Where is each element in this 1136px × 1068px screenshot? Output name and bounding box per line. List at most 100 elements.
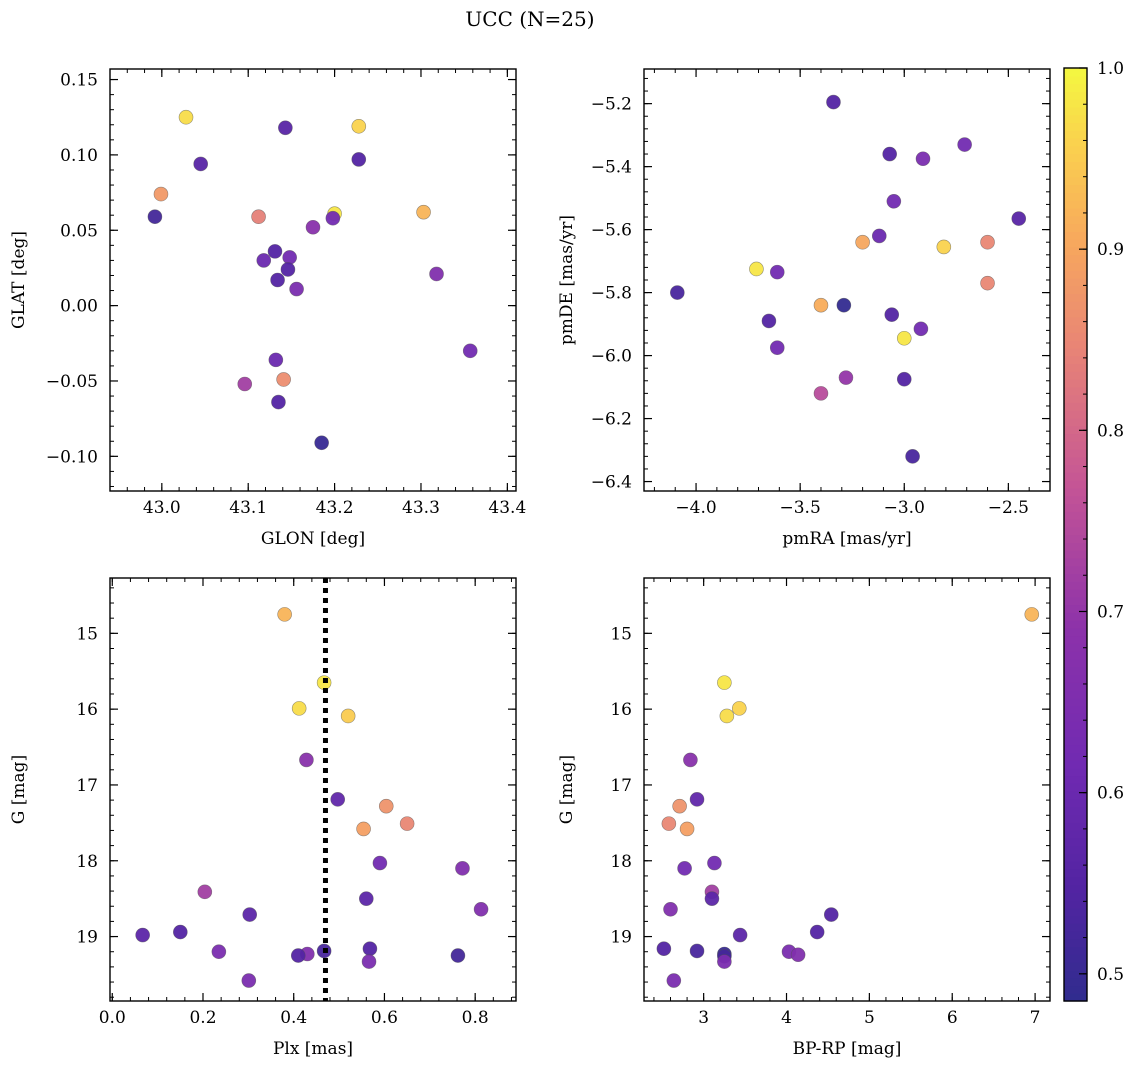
y-tick-label: −5.6 [591, 221, 632, 241]
colorbar-slice [1064, 371, 1087, 380]
colorbar-slice [1064, 853, 1087, 862]
data-point [299, 752, 314, 768]
data-point [314, 435, 329, 451]
colorbar-slice [1064, 969, 1087, 979]
data-point [731, 701, 747, 716]
colorbar-slice [1064, 736, 1087, 746]
colorbar-slice [1064, 861, 1087, 870]
y-tick-label: −5.8 [591, 284, 632, 304]
data-point [282, 250, 297, 265]
colorbar-slice [1064, 277, 1087, 287]
colorbar-slice [1064, 767, 1087, 777]
data-point [197, 884, 213, 900]
colorbar-slice [1064, 868, 1087, 878]
data-point [836, 297, 852, 313]
colorbar-slice [1064, 627, 1087, 637]
colorbar-slice [1064, 612, 1087, 621]
y-tick-label: 18 [76, 852, 98, 872]
colorbar-slice [1064, 674, 1087, 683]
x-axis-label: Plx [mas] [273, 1039, 353, 1059]
data-point [980, 234, 995, 250]
colorbar-slice [1064, 876, 1087, 885]
data-point [361, 954, 377, 969]
colorbar-slice [1064, 620, 1087, 629]
colorbar-slice [1064, 526, 1087, 536]
x-tick-label: 5 [864, 1008, 875, 1028]
colorbar-slice [1064, 99, 1087, 108]
colorbar-slice [1064, 728, 1087, 738]
x-axis-label: pmRA [mas/yr] [782, 529, 911, 549]
data-point [271, 394, 286, 410]
data-point [871, 228, 887, 244]
data-point [980, 275, 995, 291]
colorbar-slice [1064, 394, 1087, 403]
colorbar-slice [1064, 192, 1087, 201]
axes-frame [109, 68, 517, 492]
data-point [915, 151, 931, 167]
x-tick-label: 7 [1030, 1008, 1041, 1028]
colorbar-tick-label: 0.5 [1097, 965, 1124, 985]
colorbar-slice [1064, 363, 1087, 372]
data-point [356, 821, 371, 837]
colorbar-slice [1064, 487, 1087, 497]
y-axis-label: G [mag] [9, 755, 29, 824]
colorbar-slice [1064, 410, 1087, 419]
data-point [719, 708, 735, 724]
y-tick-label: 18 [610, 852, 632, 872]
colorbar-slice [1064, 379, 1087, 388]
y-tick-label: 15 [76, 624, 98, 644]
colorbar-slice [1064, 938, 1087, 948]
data-point [270, 272, 285, 288]
colorbar-tick-label: 0.7 [1097, 602, 1124, 622]
y-tick-label: 19 [76, 928, 98, 948]
data-point [277, 607, 292, 622]
data-point [855, 234, 870, 250]
data-point [896, 330, 912, 346]
colorbar-slice [1064, 666, 1087, 676]
data-point [717, 675, 732, 690]
data-point [455, 861, 470, 876]
data-point [761, 313, 777, 329]
colorbar-slice [1064, 962, 1087, 971]
data-point [809, 924, 825, 940]
colorbar-slice [1064, 316, 1087, 326]
y-tick-label: −6.0 [591, 347, 632, 367]
colorbar-slice [1064, 153, 1087, 162]
panel-glon-glat: 43.0 43.1 43.2 43.3 43.4 −0.10 −0.05 0.00 0.05 0.… [9, 68, 526, 549]
colorbar-slice [1064, 293, 1087, 302]
axes-frame [643, 68, 1051, 492]
y-tick-label: 19 [610, 928, 632, 948]
data-point [429, 266, 444, 282]
data-point [351, 152, 367, 167]
colorbar-slice [1064, 814, 1087, 823]
data-point [135, 927, 150, 943]
colorbar-slice [1064, 915, 1087, 924]
colorbar-slice [1064, 534, 1087, 543]
colorbar-slice [1064, 340, 1087, 349]
colorbar-slice [1064, 892, 1087, 901]
colorbar-slice [1064, 161, 1087, 170]
data-point [661, 816, 677, 831]
data-point [290, 948, 306, 963]
x-tick-label: 0.2 [189, 1008, 216, 1028]
data-point [677, 861, 692, 876]
y-tick-label: 0.05 [60, 221, 98, 241]
x-tick-label: 0.4 [280, 1008, 307, 1028]
colorbar-tick-label: 1.0 [1097, 59, 1124, 79]
y-tick-label: −5.4 [591, 158, 632, 178]
colorbar-slice [1064, 324, 1087, 333]
y-tick-label: 0.00 [60, 297, 98, 317]
data-point [656, 941, 672, 956]
colorbar-slice [1064, 837, 1087, 847]
data-point [242, 907, 258, 922]
panel-pmra-pmde: −4.0 −3.5 −3.0 −2.5 −6.4 −6.2 −6.0 −5.8 −5.6 −5.4… [557, 68, 1051, 549]
data-point [351, 118, 367, 134]
colorbar-slice [1064, 347, 1087, 357]
colorbar-slice [1064, 899, 1087, 909]
colorbar-slice [1064, 542, 1087, 551]
colorbar-slice [1064, 262, 1087, 271]
y-tick-label: 17 [610, 776, 632, 796]
colorbar-slice [1064, 106, 1087, 116]
data-point [276, 372, 291, 387]
colorbar-slice [1064, 184, 1087, 193]
